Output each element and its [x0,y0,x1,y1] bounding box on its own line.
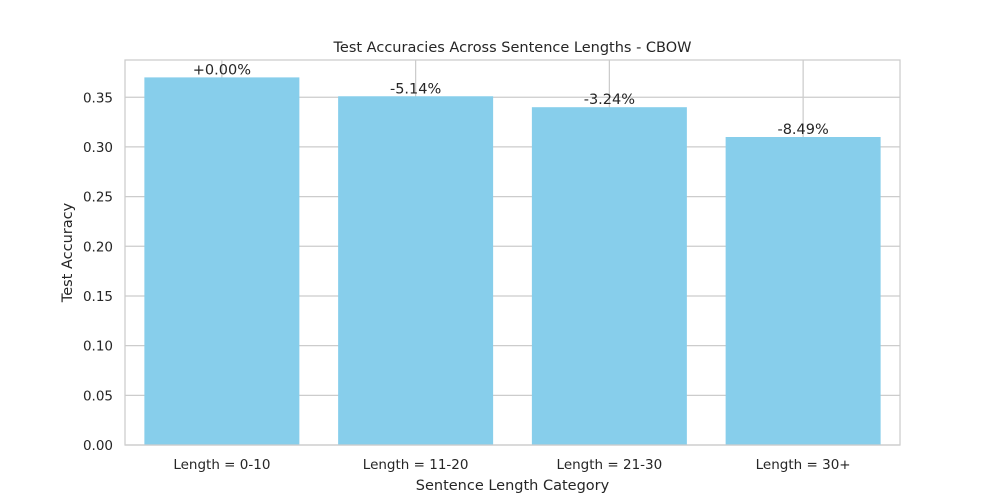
bars [144,77,881,446]
x-tick-label: Length = 21-30 [557,457,663,473]
y-tick-label: 0.20 [83,239,113,255]
x-axis-label: Sentence Length Category [416,478,610,494]
y-tick-label: 0.25 [83,190,113,206]
x-tick-label: Length = 11-20 [363,457,469,473]
axes-frame [124,59,901,446]
x-tick-label: Length = 0-10 [173,457,270,473]
bar-data-label: -5.14% [390,81,441,97]
bar [531,107,687,446]
bar-data-label: -3.24% [584,92,635,108]
y-tick-label: 0.30 [83,140,113,156]
chart-title: Test Accuracies Across Sentence Lengths … [333,40,692,56]
y-tick-label: 0.35 [83,90,113,106]
x-tick-label: Length = 30+ [756,457,851,473]
bar [725,137,881,445]
x-tick-labels: Length = 0-10 Length = 11-20 Length = 21-3… [173,457,850,473]
y-tick-labels: 0.00 0.05 0.10 0.15 0.20 0.25 0.30 0.35 [83,90,113,454]
bar-data-label: +0.00% [193,62,251,78]
y-tick-label: 0.00 [83,438,113,454]
y-tick-label: 0.15 [83,289,113,305]
y-tick-label: 0.10 [83,339,113,355]
bar [144,77,300,446]
y-axis-label: Test Accuracy [60,202,76,303]
bar [338,96,494,445]
bar-data-label: -8.49% [777,122,828,138]
y-tick-label: 0.05 [83,388,113,404]
bar-data-labels: +0.00% -5.14% -3.24% -8.49% [193,62,829,138]
